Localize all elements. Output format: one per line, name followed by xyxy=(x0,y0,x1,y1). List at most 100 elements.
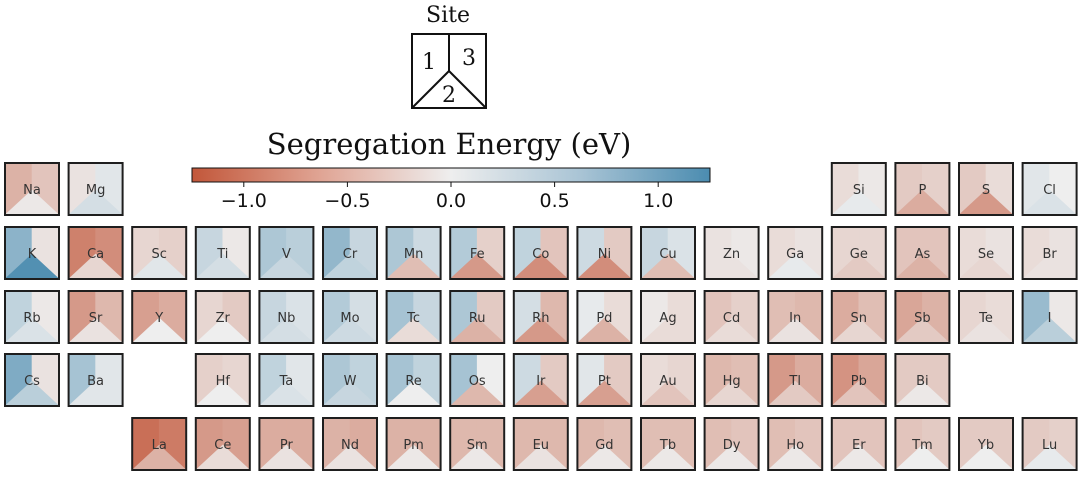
element-symbol: Re xyxy=(405,374,421,389)
colorbar-tick-label: 0.5 xyxy=(539,190,569,212)
tile-border xyxy=(703,417,760,471)
tile-border xyxy=(958,226,1014,280)
tile-border xyxy=(830,417,887,471)
element-symbol: W xyxy=(344,374,357,389)
element-symbol: I xyxy=(1048,311,1052,326)
element-tile-ru: Ru xyxy=(449,290,506,344)
element-symbol: Sn xyxy=(851,311,868,326)
tile-border xyxy=(512,290,569,344)
element-tile-rh: Rh xyxy=(512,290,569,344)
element-symbol: In xyxy=(789,311,801,326)
element-symbol: Ir xyxy=(536,374,546,389)
tile-border xyxy=(640,226,696,280)
element-tile-ir: Ir xyxy=(512,353,569,407)
tile-border xyxy=(258,226,315,280)
element-symbol: Sc xyxy=(151,247,166,262)
element-tile-bi: Bi xyxy=(894,353,951,407)
tile-border xyxy=(703,290,760,344)
tile-border xyxy=(512,417,569,471)
element-symbol: Os xyxy=(469,374,486,389)
element-tile-ta: Ta xyxy=(258,353,315,407)
tile-border xyxy=(194,353,251,407)
element-symbol: Gd xyxy=(595,438,613,453)
tile-border xyxy=(322,226,378,280)
tile-border xyxy=(67,162,124,216)
element-symbol: Ti xyxy=(216,247,228,262)
element-symbol: Ta xyxy=(279,374,294,389)
element-symbol: Tc xyxy=(406,311,420,326)
colorbar-tick-label: 1.0 xyxy=(643,190,673,212)
element-tile-yb: Yb xyxy=(958,417,1014,471)
site-label-1: 1 xyxy=(422,50,436,75)
site-legend-divider xyxy=(411,70,450,109)
tile-border xyxy=(258,417,315,471)
element-tile-ag: Ag xyxy=(640,290,696,344)
element-symbol: Mn xyxy=(404,247,423,262)
element-tile-as: As xyxy=(894,226,951,280)
site-label-2: 2 xyxy=(442,83,456,108)
element-tile-eu: Eu xyxy=(512,417,569,471)
element-tile-te: Te xyxy=(958,290,1014,344)
element-symbol: Br xyxy=(1042,247,1057,262)
tile-border xyxy=(4,290,60,344)
element-symbol: Tl xyxy=(788,374,801,389)
colorbar-gradient xyxy=(191,167,711,183)
tile-border xyxy=(449,226,506,280)
tile-border xyxy=(385,417,442,471)
element-tile-na: Na xyxy=(4,162,60,216)
tile-border xyxy=(830,226,887,280)
element-tile-v: V xyxy=(258,226,315,280)
element-tile-sm: Sm xyxy=(449,417,506,471)
tile-border xyxy=(131,226,188,280)
element-tile-w: W xyxy=(322,353,378,407)
element-tile-pm: Pm xyxy=(385,417,442,471)
tile-border xyxy=(322,290,378,344)
element-tile-pb: Pb xyxy=(830,353,887,407)
element-symbol: Tm xyxy=(911,438,933,453)
element-symbol: Nb xyxy=(277,311,295,326)
element-tile-ti: Ti xyxy=(194,226,251,280)
tile-border xyxy=(4,226,60,280)
tile-border xyxy=(322,417,378,471)
tile-border xyxy=(1021,417,1078,471)
site-legend: Site 1 3 2 xyxy=(411,3,487,109)
element-tile-sn: Sn xyxy=(830,290,887,344)
tile-border xyxy=(385,290,442,344)
element-symbol: Ga xyxy=(786,247,804,262)
element-tile-se: Se xyxy=(958,226,1014,280)
element-tile-er: Er xyxy=(830,417,887,471)
element-symbol: Rh xyxy=(532,311,549,326)
element-symbol: Lu xyxy=(1042,438,1057,453)
element-symbol: Sb xyxy=(914,311,931,326)
element-symbol: Ag xyxy=(659,311,676,326)
element-symbol: Mg xyxy=(86,183,105,198)
tile-border xyxy=(512,226,569,280)
tile-border xyxy=(258,353,315,407)
tile-border xyxy=(4,353,60,407)
tile-border xyxy=(385,353,442,407)
element-symbol: Pd xyxy=(596,311,612,326)
tile-border xyxy=(958,162,1014,216)
element-tile-s: S xyxy=(958,162,1014,216)
element-symbol: S xyxy=(982,183,990,198)
element-symbol: Pr xyxy=(280,438,294,453)
element-symbol: K xyxy=(28,247,37,262)
tile-border xyxy=(385,226,442,280)
element-symbol: Sm xyxy=(467,438,488,453)
element-symbol: Te xyxy=(978,311,993,326)
element-symbol: Cu xyxy=(659,247,676,262)
tile-border xyxy=(703,353,760,407)
colorbar-tick-label: −0.5 xyxy=(324,190,370,212)
element-tile-ge: Ge xyxy=(830,226,887,280)
element-symbol: Cs xyxy=(24,374,40,389)
element-symbol: Mo xyxy=(340,311,359,326)
tile-border xyxy=(194,290,251,344)
element-tile-re: Re xyxy=(385,353,442,407)
element-symbol: Y xyxy=(154,311,163,326)
tile-border xyxy=(640,290,696,344)
element-tile-au: Au xyxy=(640,353,696,407)
element-tile-ba: Ba xyxy=(67,353,124,407)
site-legend-title: Site xyxy=(426,3,470,28)
element-symbol: Ca xyxy=(87,247,104,262)
element-symbol: Eu xyxy=(533,438,549,453)
